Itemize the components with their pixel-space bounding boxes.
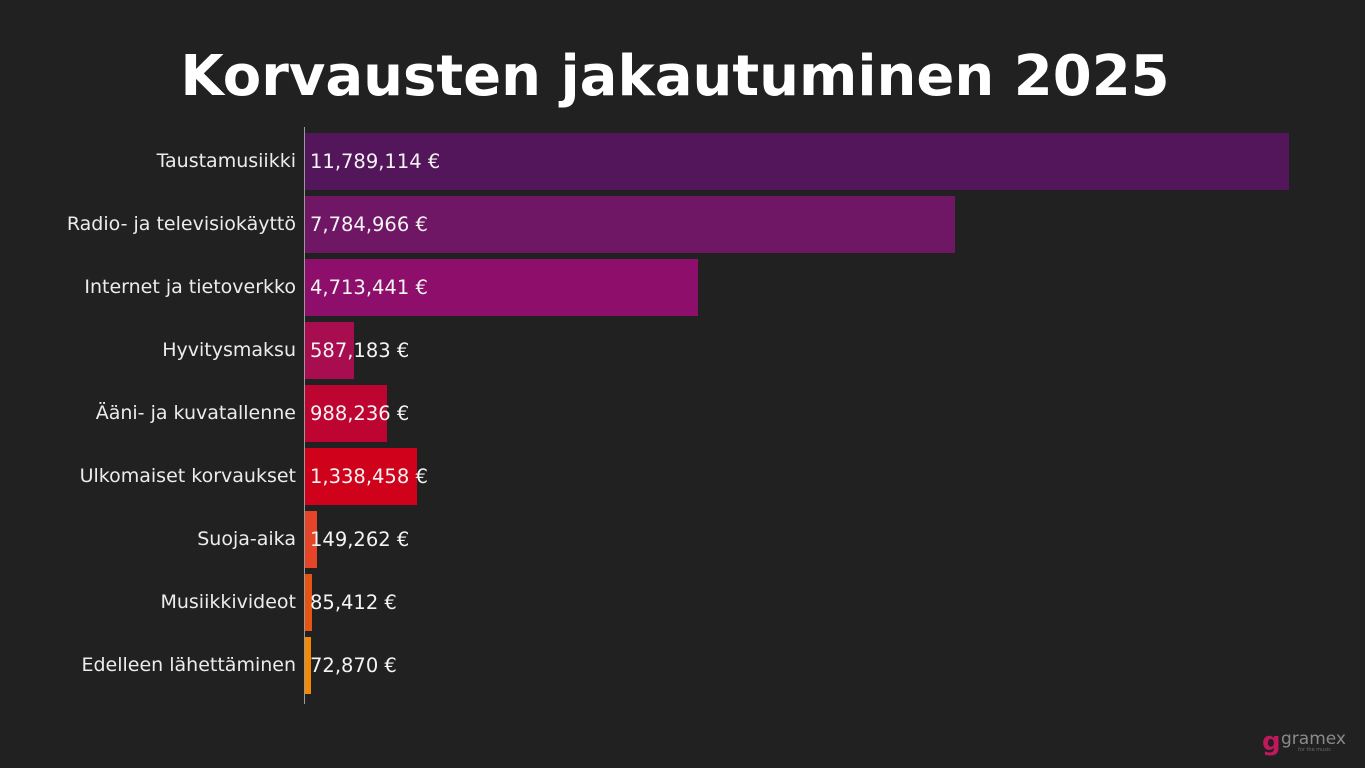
bar-row: Musiikkivideot 85,412 €	[0, 574, 1365, 631]
category-label: Internet ja tietoverkko	[84, 276, 296, 298]
category-label: Musiikkivideot	[160, 591, 296, 613]
gramex-logo: g gramex for the music	[1262, 729, 1352, 757]
bar-row: Edelleen lähettäminen 72,870 €	[0, 637, 1365, 694]
bar	[305, 133, 1289, 190]
bar	[305, 259, 698, 316]
bar	[305, 196, 955, 253]
bar-row: Radio- ja televisiokäyttö 7,784,966 €	[0, 196, 1365, 253]
value-label: 988,236 €	[310, 402, 410, 425]
category-label: Suoja-aika	[197, 528, 296, 550]
category-label: Ulkomaiset korvaukset	[79, 465, 296, 487]
category-label: Hyvitysmaksu	[162, 339, 296, 361]
value-label: 1,338,458 €	[310, 465, 428, 488]
value-label: 11,789,114 €	[310, 150, 441, 173]
value-label: 4,713,441 €	[310, 276, 428, 299]
bar-row: Ääni- ja kuvatallenne 988,236 €	[0, 385, 1365, 442]
category-label: Edelleen lähettäminen	[81, 654, 296, 676]
logo-tagline: for the music	[1298, 747, 1332, 753]
bar-row: Ulkomaiset korvaukset 1,338,458 €	[0, 448, 1365, 505]
chart-title: Korvausten jakautuminen 2025	[180, 44, 1170, 109]
logo-mark-icon: g	[1262, 727, 1281, 757]
bar	[305, 322, 354, 379]
bar	[305, 511, 317, 568]
y-axis-line	[304, 127, 305, 704]
value-label: 85,412 €	[310, 591, 397, 614]
value-label: 587,183 €	[310, 339, 410, 362]
value-label: 149,262 €	[310, 528, 410, 551]
category-label: Ääni- ja kuvatallenne	[95, 402, 296, 424]
bar	[305, 385, 387, 442]
bar	[305, 637, 311, 694]
value-label: 72,870 €	[310, 654, 397, 677]
bar	[305, 448, 417, 505]
bar-row: Internet ja tietoverkko 4,713,441 €	[0, 259, 1365, 316]
bar-row: Suoja-aika 149,262 €	[0, 511, 1365, 568]
bar	[305, 574, 312, 631]
category-label: Radio- ja televisiokäyttö	[66, 213, 296, 235]
bar-row: Hyvitysmaksu 587,183 €	[0, 322, 1365, 379]
value-label: 7,784,966 €	[310, 213, 428, 236]
category-label: Taustamusiikki	[156, 150, 296, 172]
bar-row: Taustamusiikki 11,789,114 €	[0, 133, 1365, 190]
logo-name: gramex	[1281, 729, 1346, 749]
